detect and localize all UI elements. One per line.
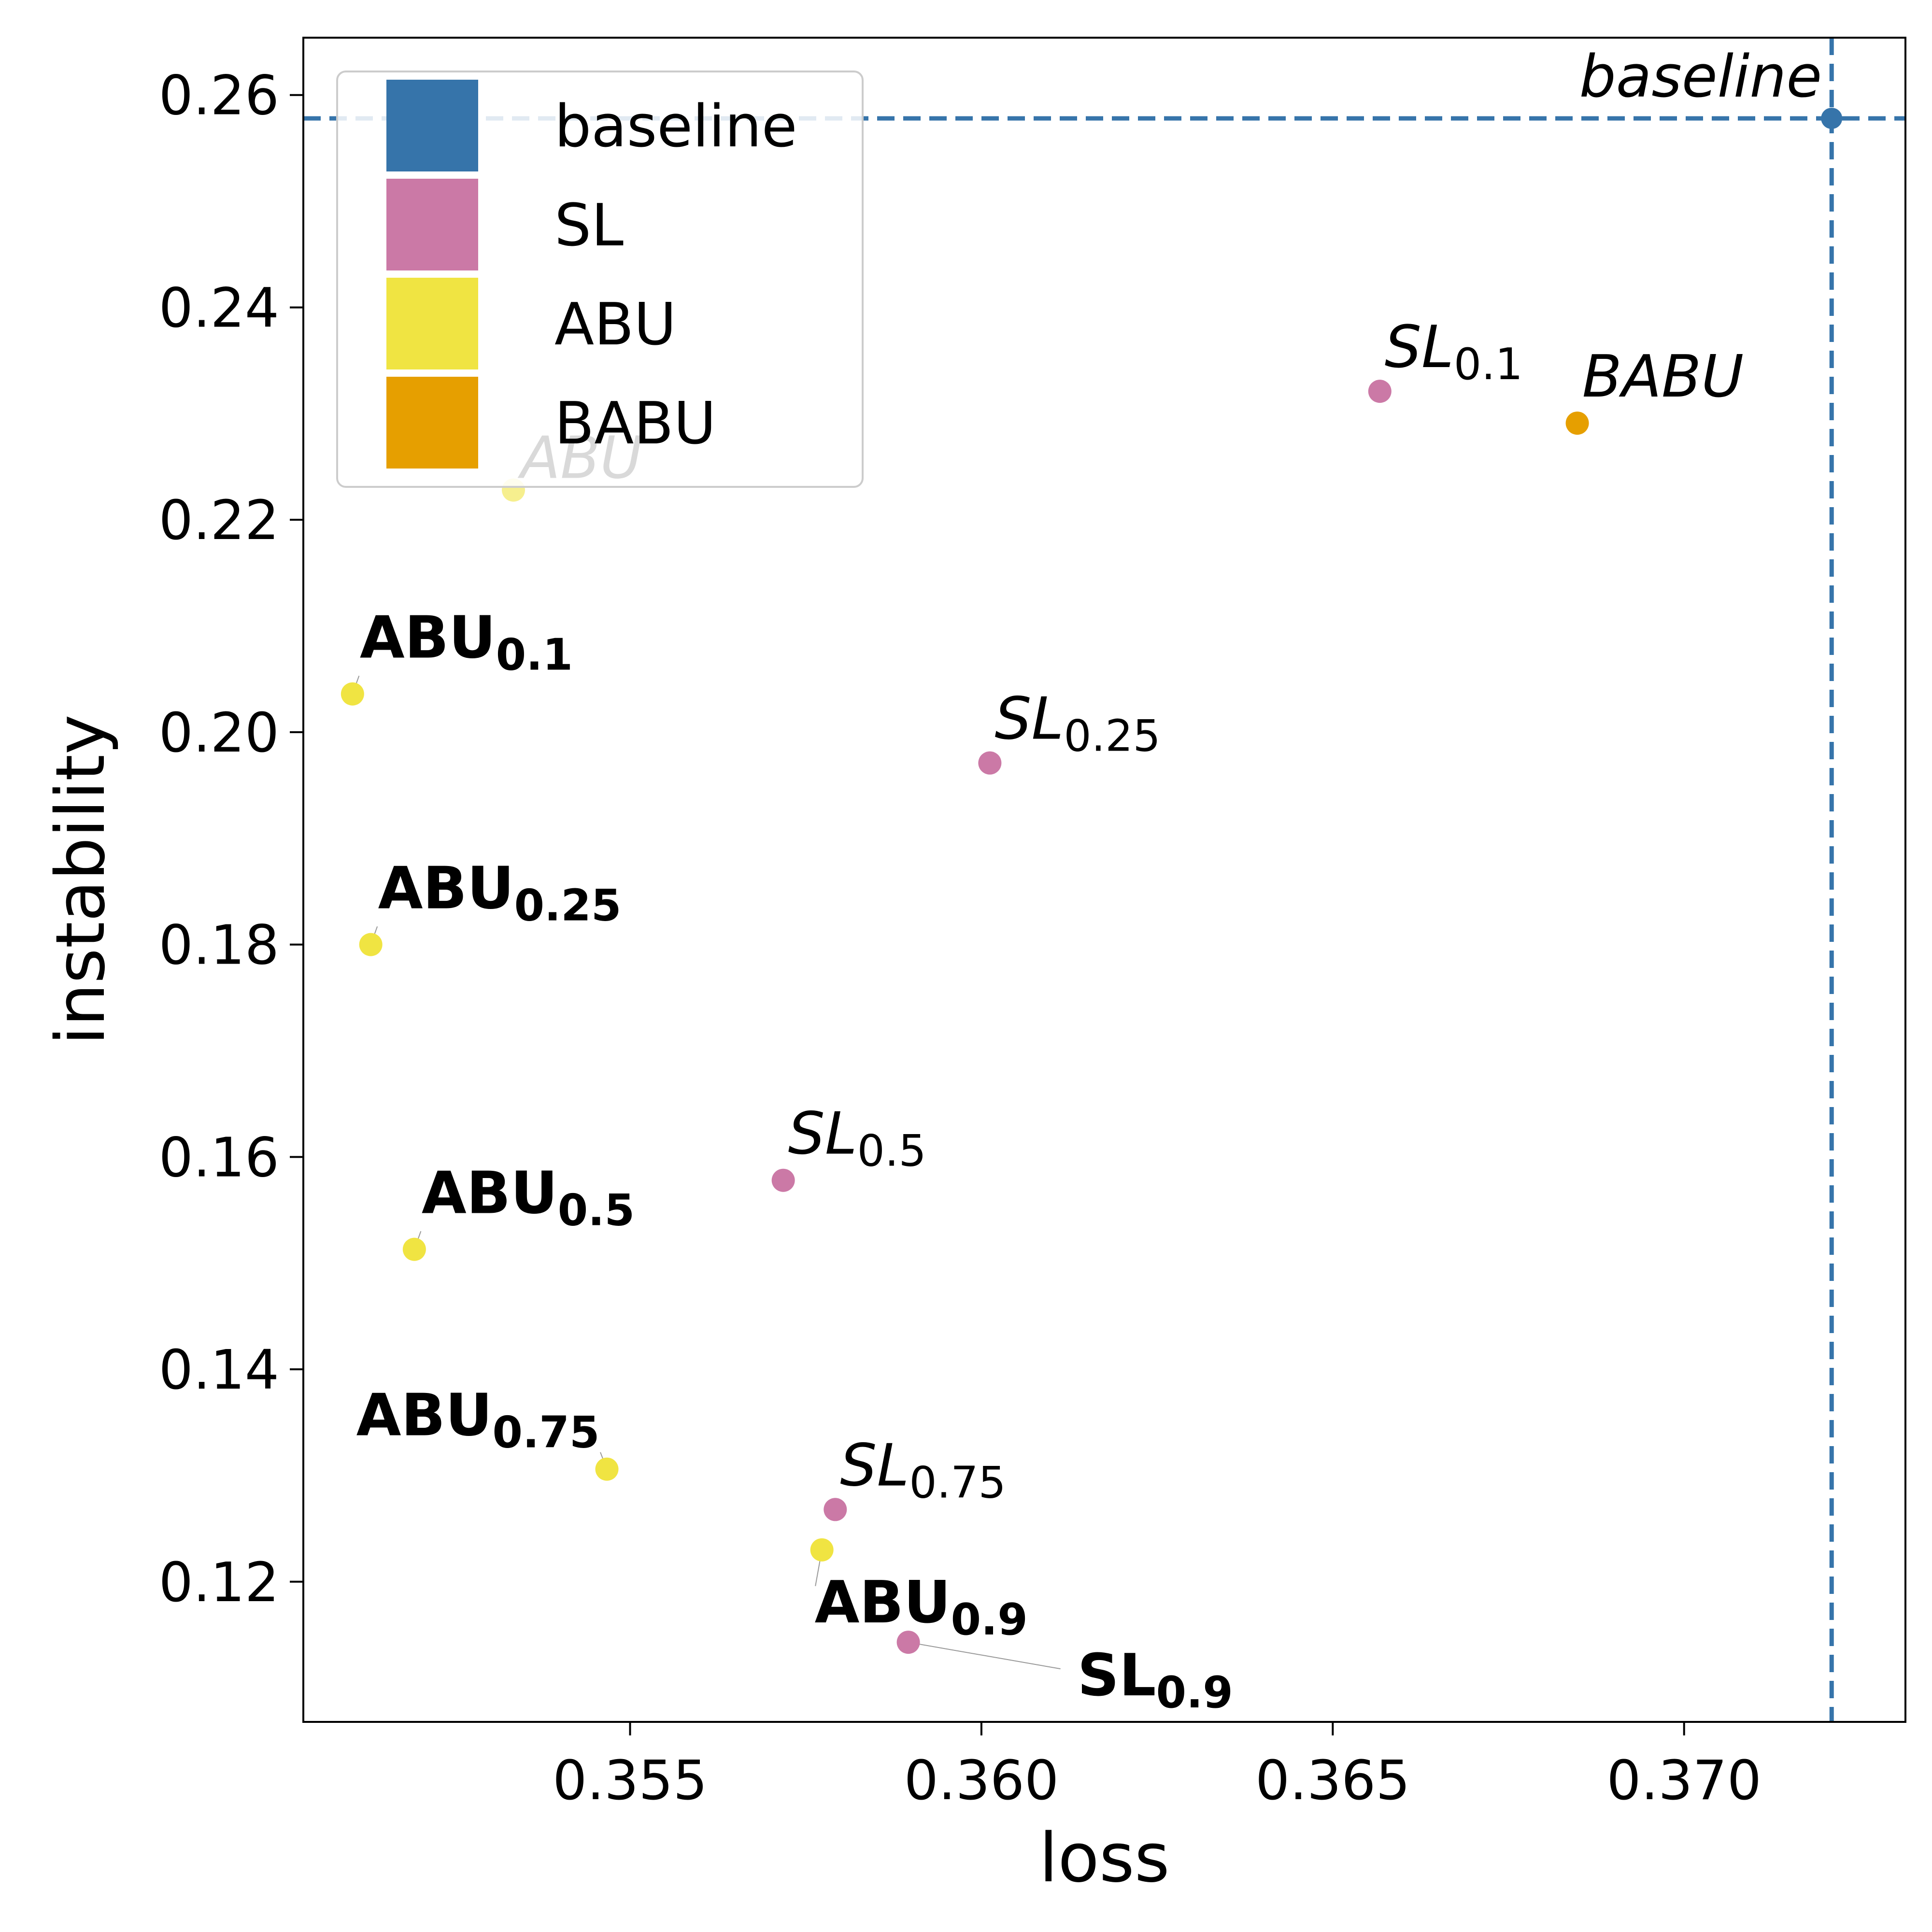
plot-frame <box>302 37 1906 1723</box>
point-sl <box>978 751 1002 775</box>
point-baseline <box>1821 108 1843 129</box>
y-axis-ticks: 0.12 0.14 0.16 0.18 0.20 0.22 0.24 0.26 <box>159 65 303 1614</box>
point-label: ABU0.5 <box>422 1160 635 1236</box>
point-label: ABU0.25 <box>378 855 622 931</box>
point-abu <box>595 1457 619 1481</box>
legend-label: ABU <box>554 291 676 358</box>
point-label: SL0.9 <box>1078 1642 1233 1718</box>
legend-swatch <box>386 377 478 469</box>
y-tick-label: 0.14 <box>159 1339 279 1402</box>
point-label: baseline <box>1579 43 1822 111</box>
y-tick-label: 0.24 <box>159 277 279 340</box>
x-tick-label: 0.370 <box>1606 1749 1762 1812</box>
point-label: SL0.1 <box>1385 314 1523 390</box>
point-sl <box>1368 380 1392 403</box>
y-axis-title: instability <box>42 714 120 1045</box>
legend: baseline SL ABU BABU <box>336 71 864 488</box>
y-tick-label: 0.20 <box>159 702 279 765</box>
x-axis-title: loss <box>1039 1819 1169 1898</box>
point-abu <box>359 933 383 956</box>
x-tick-label: 0.360 <box>904 1749 1059 1812</box>
point-label: ABU0.9 <box>815 1569 1028 1645</box>
data-points <box>341 108 1843 1670</box>
point-label: BABU <box>1582 343 1744 411</box>
y-tick-label: 0.16 <box>159 1126 279 1189</box>
legend-label: baseline <box>554 93 797 160</box>
point-babu <box>1565 412 1589 435</box>
legend-label: SL <box>554 192 624 259</box>
legend-swatch <box>386 179 478 270</box>
point-label: SL0.5 <box>788 1101 926 1177</box>
y-tick-label: 0.18 <box>159 914 279 977</box>
point-label: ABU0.1 <box>360 605 573 681</box>
point-sl <box>824 1498 847 1521</box>
legend-label: BABU <box>554 390 716 457</box>
label-leader-line <box>908 1642 1061 1670</box>
x-tick-label: 0.365 <box>1255 1749 1410 1812</box>
point-abu <box>402 1237 426 1261</box>
point-sl <box>771 1168 795 1192</box>
point-abu <box>810 1538 834 1562</box>
point-label: SL0.25 <box>994 686 1160 762</box>
y-tick-label: 0.12 <box>159 1551 279 1614</box>
y-tick-label: 0.26 <box>159 65 279 128</box>
x-tick-label: 0.355 <box>553 1749 708 1812</box>
y-tick-label: 0.22 <box>159 489 279 552</box>
legend-swatch <box>386 80 478 171</box>
legend-swatch <box>386 278 478 369</box>
point-abu <box>341 682 364 706</box>
point-labels: baseline SL0.1 BABU ABU ABU0.1 SL0.25 ABU0.25 S… <box>356 43 1822 1718</box>
point-sl <box>896 1631 920 1654</box>
point-label: SL0.75 <box>840 1432 1006 1508</box>
point-label: ABU0.75 <box>356 1382 600 1458</box>
x-axis-ticks: 0.355 0.360 0.365 0.370 <box>553 1722 1762 1812</box>
